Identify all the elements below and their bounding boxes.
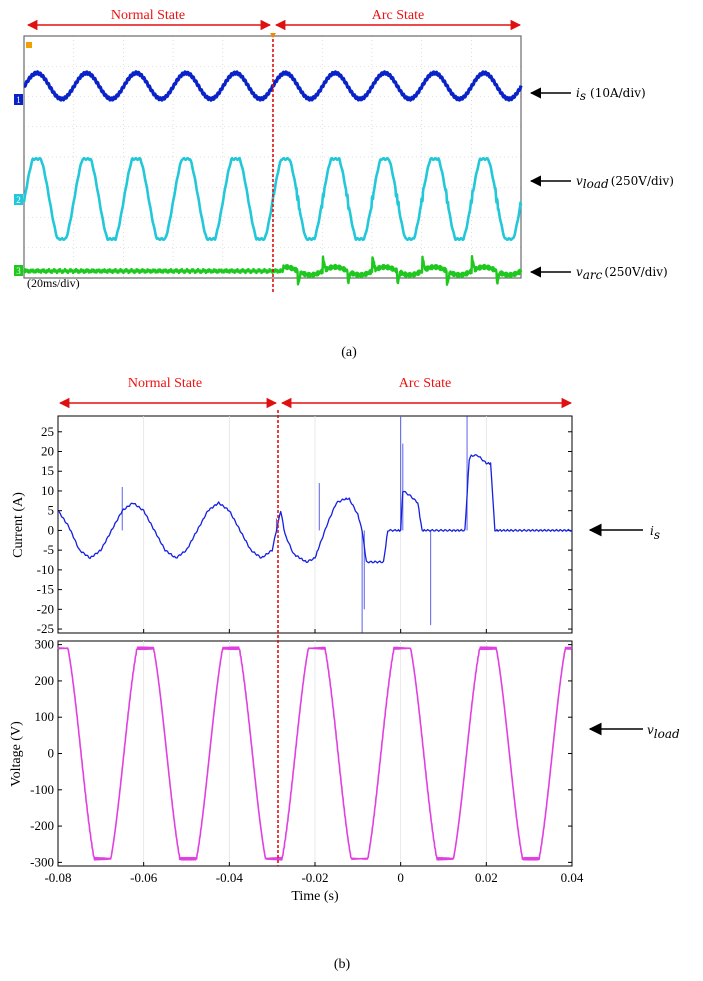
caption-b: (b) (334, 957, 351, 972)
is-trace (57, 454, 573, 564)
svg-text:1: 1 (16, 95, 21, 105)
voltage-y-tick-label: -200 (30, 818, 54, 833)
panel-b: Normal State Arc State 25 20 15 10 5 0 -5 -10 -1… (9, 376, 680, 972)
panel-a: Normal State Arc State 1 2 3 (20ms/div) (14, 8, 674, 360)
voltage-ylabel: Voltage (V) (9, 721, 24, 787)
voltage-gridlines (143, 641, 487, 866)
scope-trace-varc (22, 255, 523, 286)
normal-state-label-b: Normal State (128, 376, 202, 391)
voltage-y-tick-label: -100 (30, 782, 54, 797)
current-y-tick-label: 20 (41, 444, 54, 459)
vload-trace (57, 646, 573, 861)
current-y-tick-label: 5 (48, 503, 55, 518)
ann-is-b: is (650, 524, 660, 542)
voltage-y-tick-label: 200 (35, 673, 55, 688)
ch2-marker: 2 (14, 194, 23, 205)
x-tick-label: -0.06 (130, 870, 158, 885)
x-tick-label: -0.04 (216, 870, 244, 885)
x-tick-label: -0.08 (44, 870, 71, 885)
svg-text:2: 2 (16, 195, 21, 205)
ann-vload-b: vload (647, 723, 680, 741)
current-y-ticks: 25 20 15 10 5 0 -5 -10 -15 -20 -25 (37, 424, 572, 636)
current-y-tick-label: 15 (41, 463, 54, 478)
current-y-tick-label: -5 (43, 542, 54, 557)
current-y-tick-label: -10 (37, 562, 54, 577)
voltage-subplot: 300 200 100 0 -100 -200 -300 Voltage (V) (9, 637, 573, 869)
current-y-tick-label: 0 (48, 522, 55, 537)
current-y-tick-label: -20 (37, 601, 54, 616)
ch1-marker: 1 (14, 94, 23, 105)
x-tick-label: -0.02 (301, 870, 328, 885)
current-y-tick-label: -25 (37, 621, 54, 636)
voltage-y-ticks: 300 200 100 0 -100 -200 -300 (30, 637, 572, 869)
voltage-y-tick-label: 0 (48, 746, 55, 761)
trigger-level-marker (26, 42, 32, 48)
trigger-marker (270, 33, 276, 38)
svg-text:3: 3 (16, 266, 21, 276)
normal-state-label-a: Normal State (111, 8, 185, 23)
x-tick-label: 0 (397, 870, 404, 885)
x-tick-label: 0.02 (475, 870, 498, 885)
x-tick-label: 0.04 (561, 870, 584, 885)
is-spikes (121, 416, 468, 633)
current-y-tick-label: 10 (41, 483, 54, 498)
current-y-tick-label: -15 (37, 582, 54, 597)
current-ylabel: Current (A) (11, 492, 26, 558)
x-ticks: -0.08 -0.06 -0.04 -0.02 0 0.02 0.04 (44, 629, 584, 885)
arc-state-label-b: Arc State (399, 376, 451, 391)
voltage-y-tick-label: 100 (35, 709, 55, 724)
ann-varc-a: varc (250V/div) (576, 265, 668, 282)
ann-vload-a: vload (250V/div) (576, 174, 674, 191)
timebase-label: (20ms/div) (27, 276, 80, 290)
voltage-y-tick-label: -300 (30, 854, 54, 869)
ch3-marker: 3 (14, 265, 23, 276)
current-subplot: 25 20 15 10 5 0 -5 -10 -15 -20 -25 Current (A) (11, 415, 573, 636)
x-axis-label: Time (s) (291, 889, 339, 904)
current-y-tick-label: 25 (41, 424, 54, 439)
caption-a: (a) (341, 345, 357, 360)
arc-state-label-a: Arc State (372, 8, 424, 23)
ann-is-a: is (10A/div) (576, 86, 646, 103)
voltage-y-tick-label: 300 (35, 637, 55, 652)
